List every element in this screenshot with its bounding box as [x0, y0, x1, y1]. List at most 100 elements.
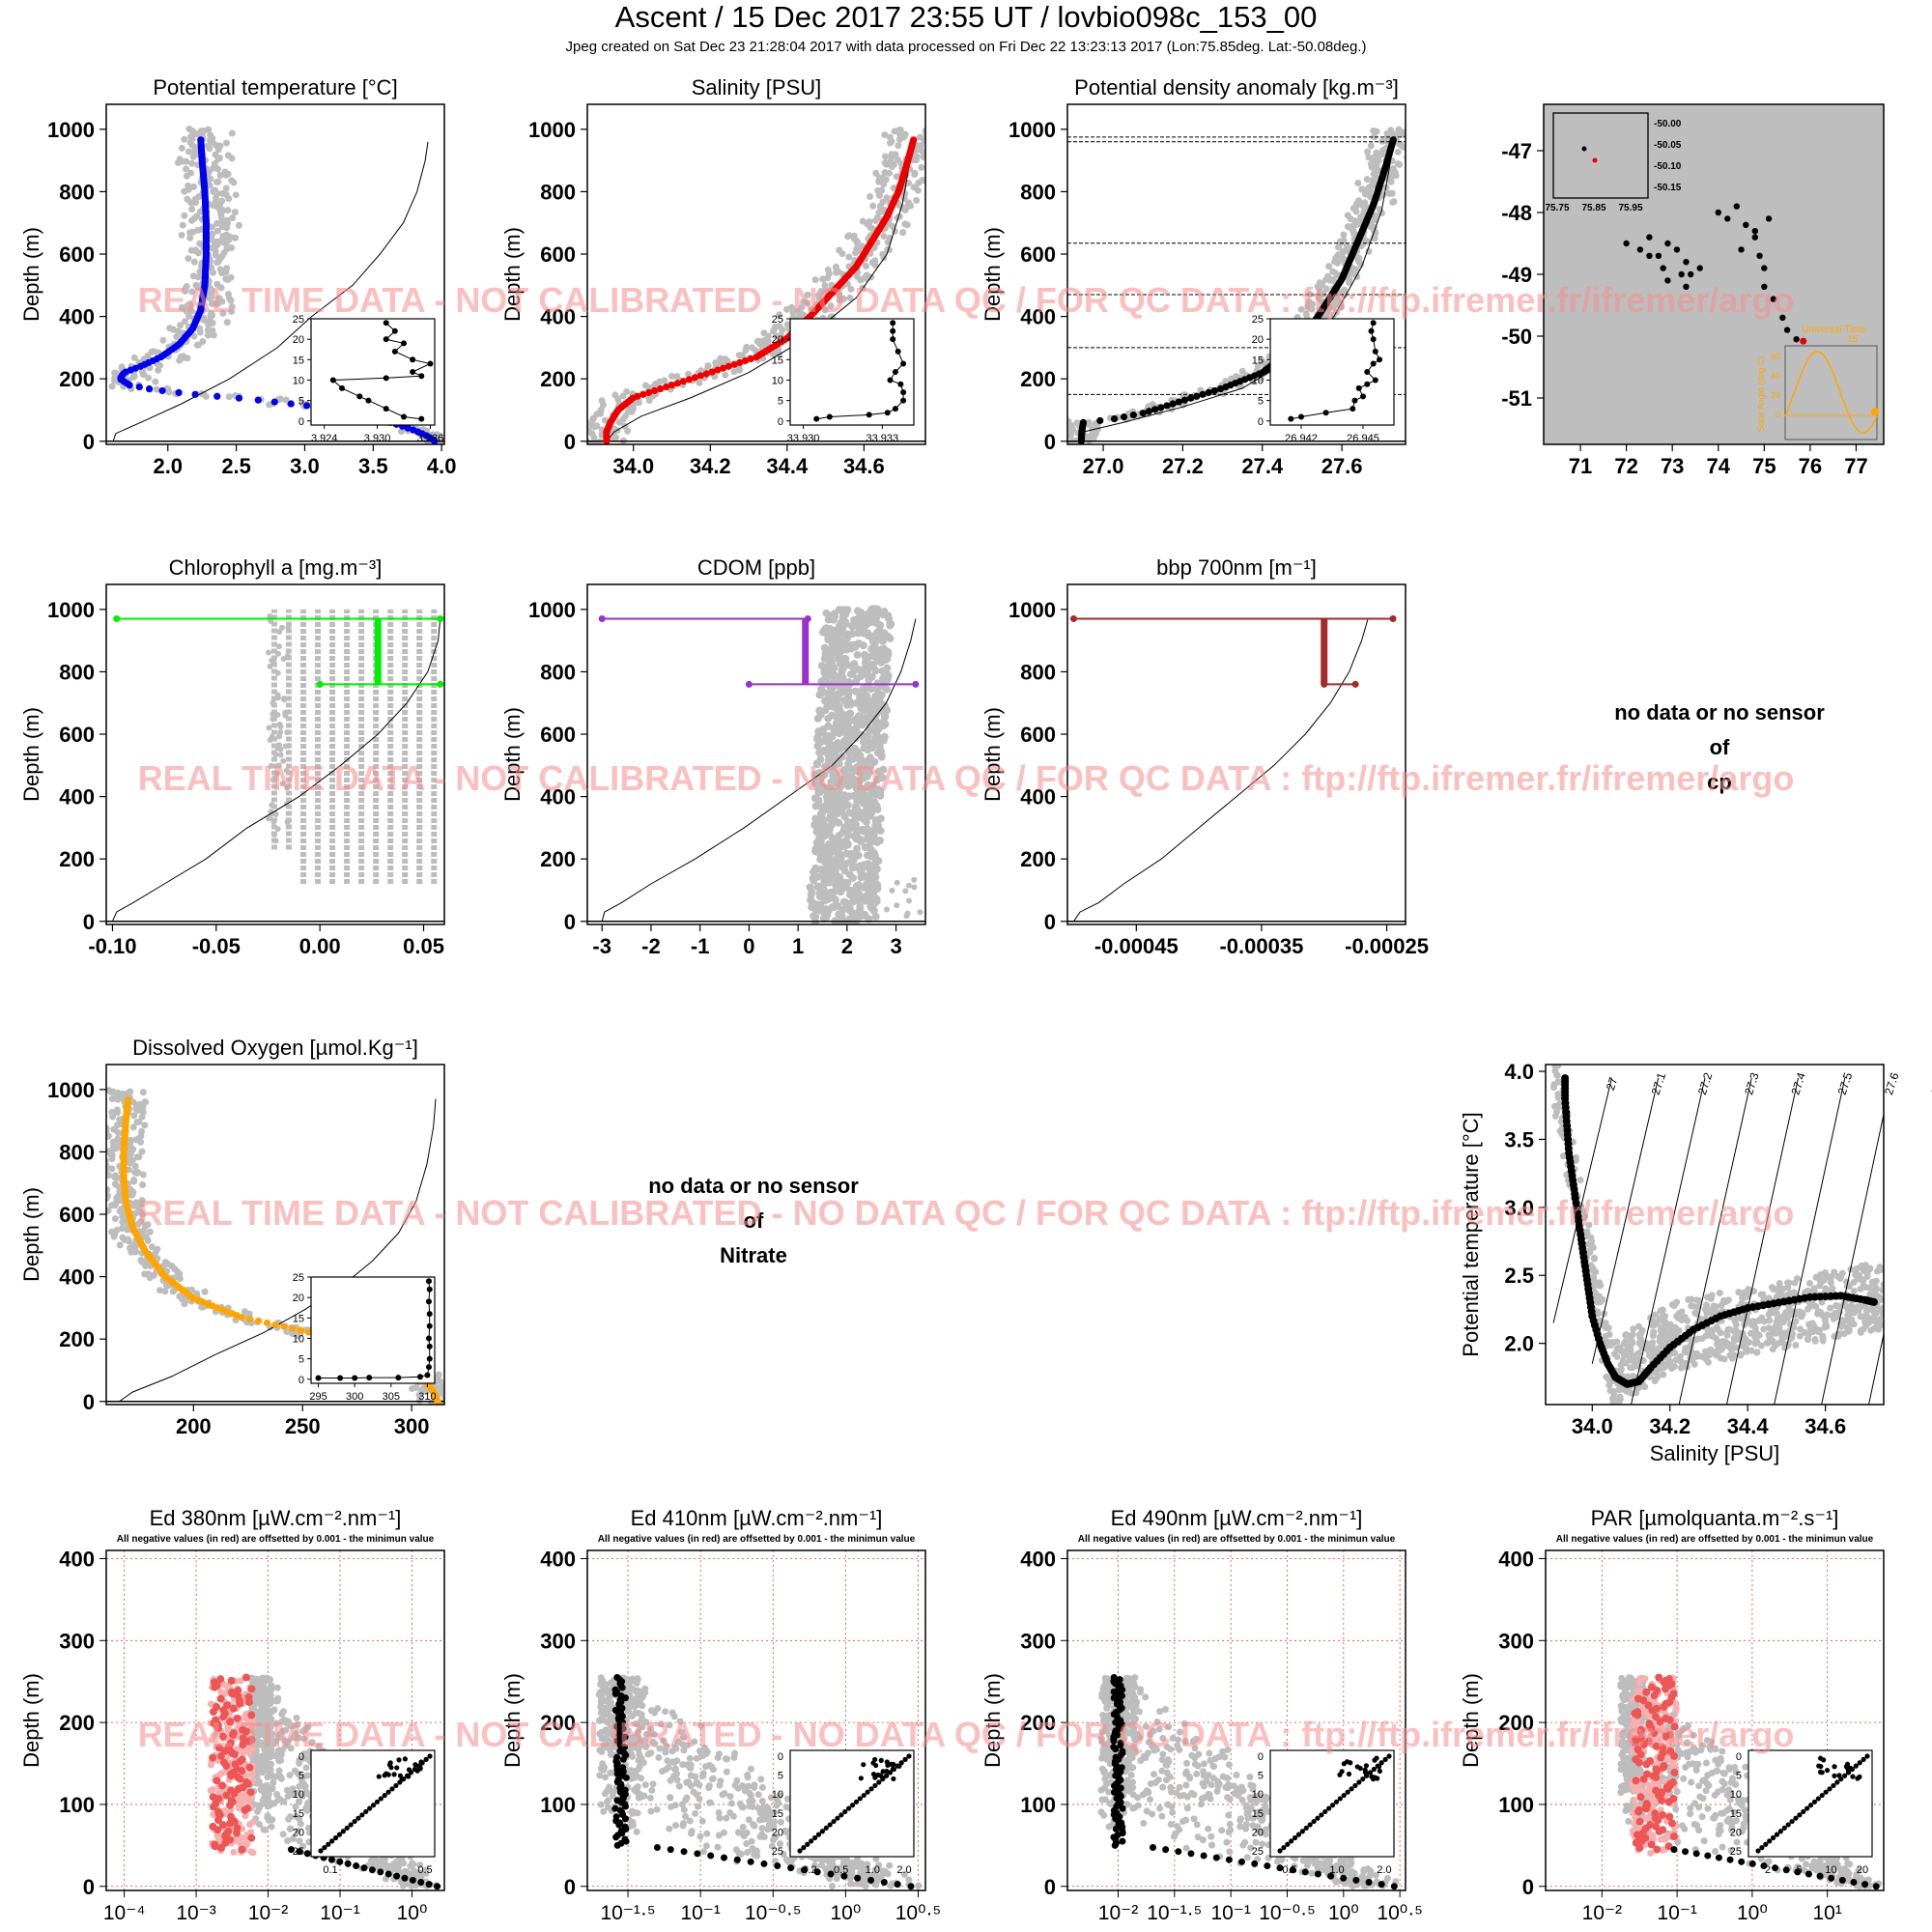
climatology-point: [668, 373, 676, 381]
climatology-point: [189, 272, 197, 280]
inset-point: [425, 1298, 432, 1305]
climatology-point: [222, 275, 230, 283]
climatology-point: [1677, 1358, 1685, 1366]
climatology-point: [1671, 1362, 1679, 1370]
profile-point: [1079, 418, 1088, 426]
climatology-point: [114, 1135, 122, 1143]
climatology-point: [190, 214, 198, 222]
y-tick-label: 800: [1020, 660, 1056, 684]
climatology-point: [1740, 1316, 1747, 1323]
plot-title: Salinity [PSU]: [692, 75, 822, 99]
inset-y-tick-label: 25: [1252, 314, 1264, 326]
inset-point: [401, 340, 407, 347]
climatology-point: [844, 233, 852, 241]
profile-point: [289, 1324, 297, 1332]
climatology-point: [232, 191, 240, 199]
climatology-point: [1389, 164, 1397, 172]
climatology-point: [753, 337, 761, 345]
inset-y-tick-label: 15: [293, 1313, 304, 1324]
profile-point: [145, 384, 154, 393]
climatology-point: [1758, 1315, 1766, 1322]
climatology-point: [1821, 1268, 1829, 1276]
isopycnal-line: [1868, 1331, 1884, 1405]
climatology-point: [188, 288, 196, 296]
climatology-point: [127, 1088, 134, 1095]
y-tick-label: 200: [59, 1327, 95, 1351]
climatology-point: [145, 374, 153, 382]
climatology-point: [1834, 1272, 1842, 1280]
climatology-point: [118, 363, 126, 371]
climatology-point: [883, 194, 891, 202]
x-tick-label: 34.2: [690, 454, 731, 478]
climatology-point: [1645, 1351, 1653, 1359]
climatology-point: [213, 227, 221, 235]
isopycnal-line: [1591, 1077, 1660, 1364]
climatology-point: [816, 755, 825, 764]
plot-title: bbp 700nm [m⁻¹]: [1156, 555, 1317, 580]
climatology-point: [843, 606, 852, 614]
climatology-point: [188, 135, 196, 143]
y-tick-label: 600: [1020, 242, 1056, 267]
profile-point: [598, 615, 606, 623]
climatology-point: [1819, 1334, 1827, 1342]
inset-x-tick-label: 300: [346, 1391, 363, 1403]
climatology-point: [1678, 1308, 1686, 1316]
climatology-point: [854, 851, 863, 860]
climatology-point: [284, 818, 291, 825]
climatology-point: [1747, 1329, 1754, 1337]
chart-bbp: -0.00045 -0.00035 -0.000250200400600800100…: [980, 555, 1429, 958]
climatology-point: [183, 165, 190, 173]
climatology-point: [218, 197, 226, 205]
x-tick-label: 2.0: [153, 454, 183, 478]
x-tick-label: 4.0: [427, 454, 457, 478]
inset-point: [1377, 356, 1383, 363]
plot-frame: [105, 103, 445, 445]
climatology-point: [127, 1159, 134, 1167]
climatology-point: [1804, 1335, 1811, 1343]
climatology-point: [133, 1119, 141, 1126]
profile-point: [254, 396, 262, 404]
climatology-point: [1832, 1309, 1839, 1317]
inset-point: [383, 320, 389, 327]
climatology-point: [116, 1208, 124, 1215]
climatology-point: [1827, 1304, 1834, 1312]
climatology-point: [788, 303, 796, 311]
inset-point: [426, 1322, 433, 1329]
climatology-point: [804, 291, 811, 298]
climatology-point: [1550, 1053, 1557, 1060]
climatology-point: [899, 229, 907, 237]
climatology-point: [1355, 254, 1363, 262]
climatology-point: [183, 157, 190, 165]
climatology-point: [185, 255, 192, 263]
climatology-point: [1585, 1221, 1593, 1229]
climatology-point: [448, 1397, 455, 1404]
chart-dens: 27.0 27.2 27.4 27.602004006008001000Potenti…: [980, 75, 1406, 478]
y-tick-label: -50: [1501, 325, 1532, 349]
climatology-point: [1765, 1317, 1773, 1324]
profile-point: [437, 680, 444, 688]
climatology-point: [817, 662, 826, 670]
inset-point: [329, 377, 336, 384]
climatology-point: [1388, 189, 1396, 197]
climatology-point: [846, 294, 854, 301]
climatology-point: [274, 712, 281, 719]
climatology-point: [228, 155, 236, 162]
inset-point: [365, 397, 372, 404]
profile-point: [1129, 412, 1137, 419]
isopycnal-label: 27.2: [1695, 1070, 1716, 1096]
isopycnal-label: 27.7: [1928, 1070, 1932, 1096]
x-tick-label: 2: [841, 934, 853, 958]
float-position: [1751, 228, 1759, 235]
inset-y-tick-label: 5: [778, 396, 783, 408]
climatology-point: [148, 1243, 156, 1251]
climatology-point: [204, 142, 212, 150]
y-tick-label: 1000: [1009, 118, 1056, 142]
inset-point: [1364, 369, 1371, 375]
inset-x-tick-label: 3.936: [417, 433, 444, 444]
climatology-point: [223, 216, 231, 224]
climatology-point: [219, 233, 227, 241]
y-tick-label: 200: [59, 367, 95, 391]
inset-x-tick-label: 26.942: [1285, 433, 1318, 444]
climatology-point: [222, 191, 230, 199]
profile-point: [1069, 615, 1077, 623]
